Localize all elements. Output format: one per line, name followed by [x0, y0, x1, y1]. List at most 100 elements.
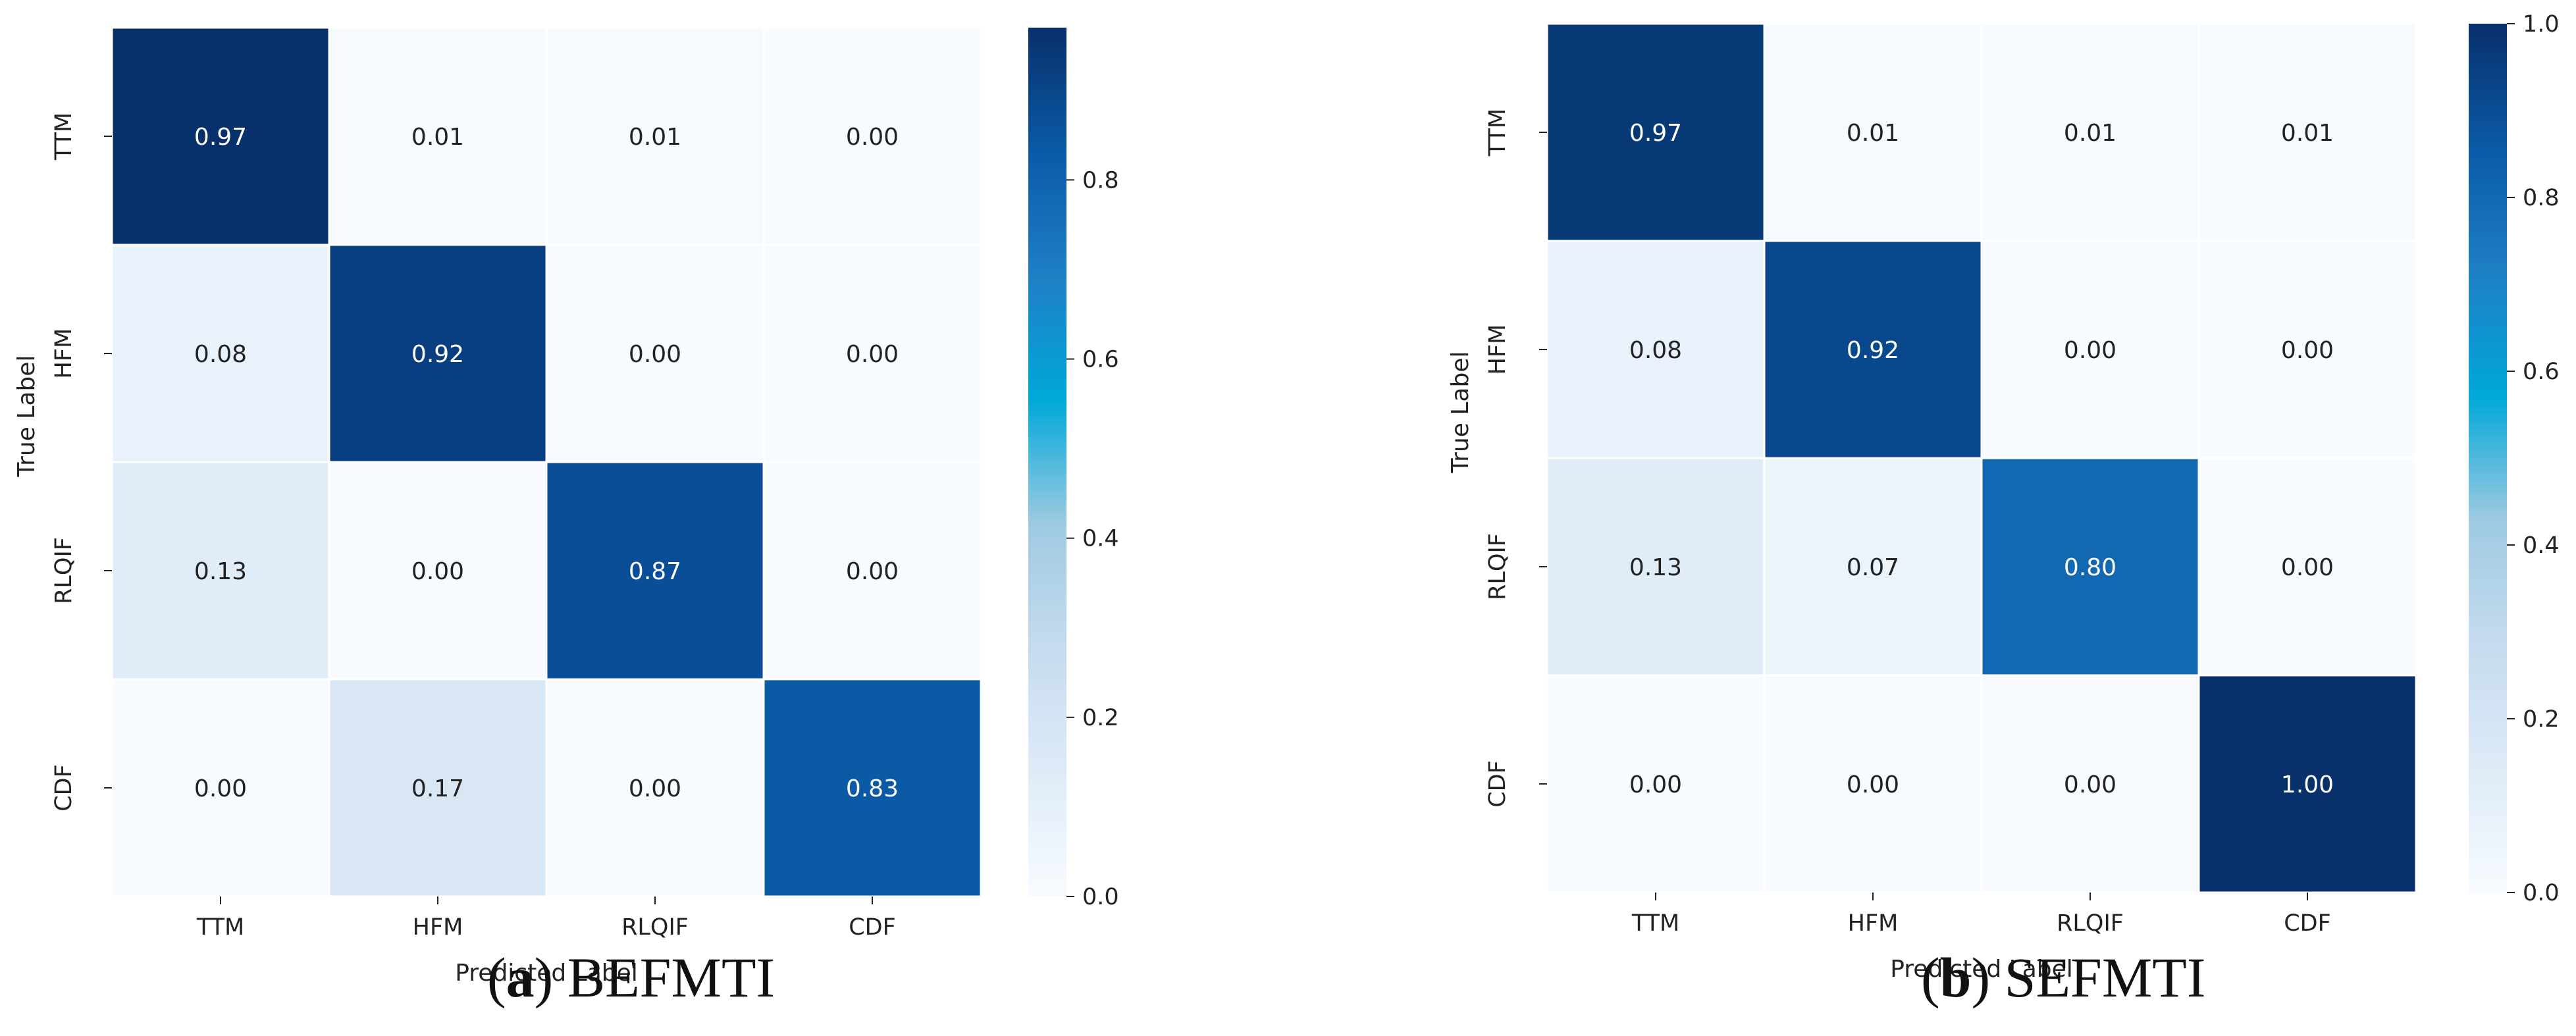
cell-value-label: 0.08 [1629, 337, 1682, 364]
y-axis-label: True Label [1447, 351, 1474, 473]
colorbar [1028, 28, 1066, 896]
cell-value-label: 0.00 [1847, 771, 1899, 798]
cell-value-label: 1.00 [2281, 771, 2334, 798]
colorbar-tick-label: 0.6 [1082, 347, 1119, 373]
cell-value-label: 0.00 [2064, 771, 2116, 798]
y-tick-label: TTM [51, 113, 77, 161]
x-tick-label: RLQIF [621, 914, 689, 941]
heatmap-cell [762, 244, 982, 463]
x-tick-label: CDF [849, 914, 896, 941]
colorbar-tick-label: 0.6 [2523, 359, 2560, 385]
heatmap-cell [328, 244, 548, 463]
cell-value-label: 0.01 [1847, 120, 1899, 147]
cell-value-label: 0.00 [846, 558, 899, 585]
colorbar [2469, 24, 2507, 893]
heatmap-cell [1980, 240, 2200, 459]
heatmap-cell [545, 26, 765, 246]
cell-value-label: 0.80 [2064, 554, 2116, 581]
heatmap-cell [111, 26, 330, 246]
colorbar-tick-label: 0.4 [2523, 532, 2560, 559]
caption-b: (b) SEFMTI [1921, 946, 2206, 1009]
colorbar-tick-label: 1.0 [2523, 11, 2560, 38]
heatmap-cell [762, 461, 982, 681]
cell-value-label: 0.01 [411, 124, 464, 151]
y-tick-label: CDF [1485, 760, 1511, 808]
colorbar-tick-label: 0.0 [2523, 880, 2560, 906]
heatmap-cell [1980, 22, 2200, 242]
heatmap-cell [111, 678, 330, 898]
cell-value-label: 0.97 [194, 124, 247, 151]
heatmap-cell [1763, 22, 1983, 242]
caption-a: (a) BEFMTI [487, 946, 775, 1009]
heatmap-cell [1546, 240, 1766, 459]
cell-value-label: 0.00 [2281, 337, 2334, 364]
caption-b-letter: b [1939, 946, 1972, 1009]
cell-value-label: 0.00 [846, 341, 899, 368]
cell-value-label: 0.97 [1629, 120, 1682, 147]
heatmap-cell [762, 26, 982, 246]
colorbar-tick-label: 0.2 [2523, 706, 2560, 733]
heatmap-cell [328, 26, 548, 246]
cell-value-label: 0.87 [629, 558, 681, 585]
x-tick-label: HFM [1848, 910, 1899, 937]
x-tick-label: RLQIF [2057, 910, 2124, 937]
cell-value-label: 0.00 [629, 775, 681, 802]
heatmap-cell [328, 678, 548, 898]
heatmap-cell [1546, 22, 1766, 242]
colorbar-tick-label: 0.8 [2523, 185, 2560, 211]
heatmap-cell [2197, 457, 2417, 677]
heatmap-cell [111, 244, 330, 463]
heatmap-cell [545, 678, 765, 898]
cell-value-label: 0.92 [411, 341, 464, 368]
heatmap-panel-a: 0.97 0.01 0.01 0.000.08 0.92 0.00 0.000.13 0.00… [13, 26, 1119, 987]
cell-value-label: 0.13 [1629, 554, 1682, 581]
heatmap-cell [762, 678, 982, 898]
heatmap-cell [1980, 674, 2200, 894]
x-tick-label: CDF [2284, 910, 2331, 937]
y-tick-label: HFM [51, 328, 77, 379]
cell-value-label: 0.07 [1847, 554, 1899, 581]
heatmap-panel-b: 0.97 0.01 0.01 0.01 0.08 0.92 0.00 0.00 0.13 0.07… [1447, 11, 2560, 983]
cell-value-label: 0.00 [846, 124, 899, 151]
cell-value-label: 0.00 [2281, 554, 2334, 581]
cell-value-label: 0.13 [194, 558, 247, 585]
heatmap-cell [328, 461, 548, 681]
y-tick-label: CDF [51, 764, 77, 812]
x-tick-label: TTM [1631, 910, 1679, 937]
colorbar-tick-label: 0.0 [1082, 884, 1119, 910]
x-tick-label: HFM [413, 914, 463, 941]
cell-value-label: 0.00 [2064, 337, 2116, 364]
heatmap-cell [1980, 457, 2200, 677]
x-axis-label: Predicted Label [455, 960, 638, 987]
cell-value-label: 0.01 [2281, 120, 2334, 147]
cell-value-label: 0.83 [846, 775, 899, 802]
heatmap-cell [1763, 674, 1983, 894]
y-tick-label: RLQIF [51, 537, 77, 604]
colorbar-tick-label: 0.4 [1082, 526, 1119, 552]
cell-value-label: 0.08 [194, 341, 247, 368]
y-axis-label: True Label [13, 355, 40, 477]
heatmap-cell [1763, 457, 1983, 677]
cell-value-label: 0.00 [194, 775, 247, 802]
cell-value-label: 0.00 [1629, 771, 1682, 798]
x-axis-label: Predicted Label [1890, 956, 2073, 983]
cell-value-label: 0.01 [629, 124, 681, 151]
colorbar-tick-label: 0.8 [1082, 167, 1119, 194]
y-tick-label: HFM [1485, 324, 1511, 375]
cell-value-label: 0.00 [411, 558, 464, 585]
heatmap-cell [2197, 22, 2417, 242]
y-tick-label: RLQIF [1485, 533, 1511, 600]
colorbar-tick-label: 0.2 [1082, 705, 1119, 731]
heatmap-cell [2197, 240, 2417, 459]
heatmap-cell [2197, 674, 2417, 894]
caption-b-text: SEFMTI [2004, 946, 2206, 1009]
y-tick-label: TTM [1485, 109, 1511, 157]
cell-value-label: 0.00 [629, 341, 681, 368]
cell-value-label: 0.17 [411, 775, 464, 802]
cell-value-label: 0.01 [2064, 120, 2116, 147]
cell-value-label: 0.92 [1847, 337, 1899, 364]
x-tick-label: TTM [196, 914, 244, 941]
caption-a-text: BEFMTI [567, 946, 775, 1009]
caption-a-letter: a [506, 946, 535, 1009]
